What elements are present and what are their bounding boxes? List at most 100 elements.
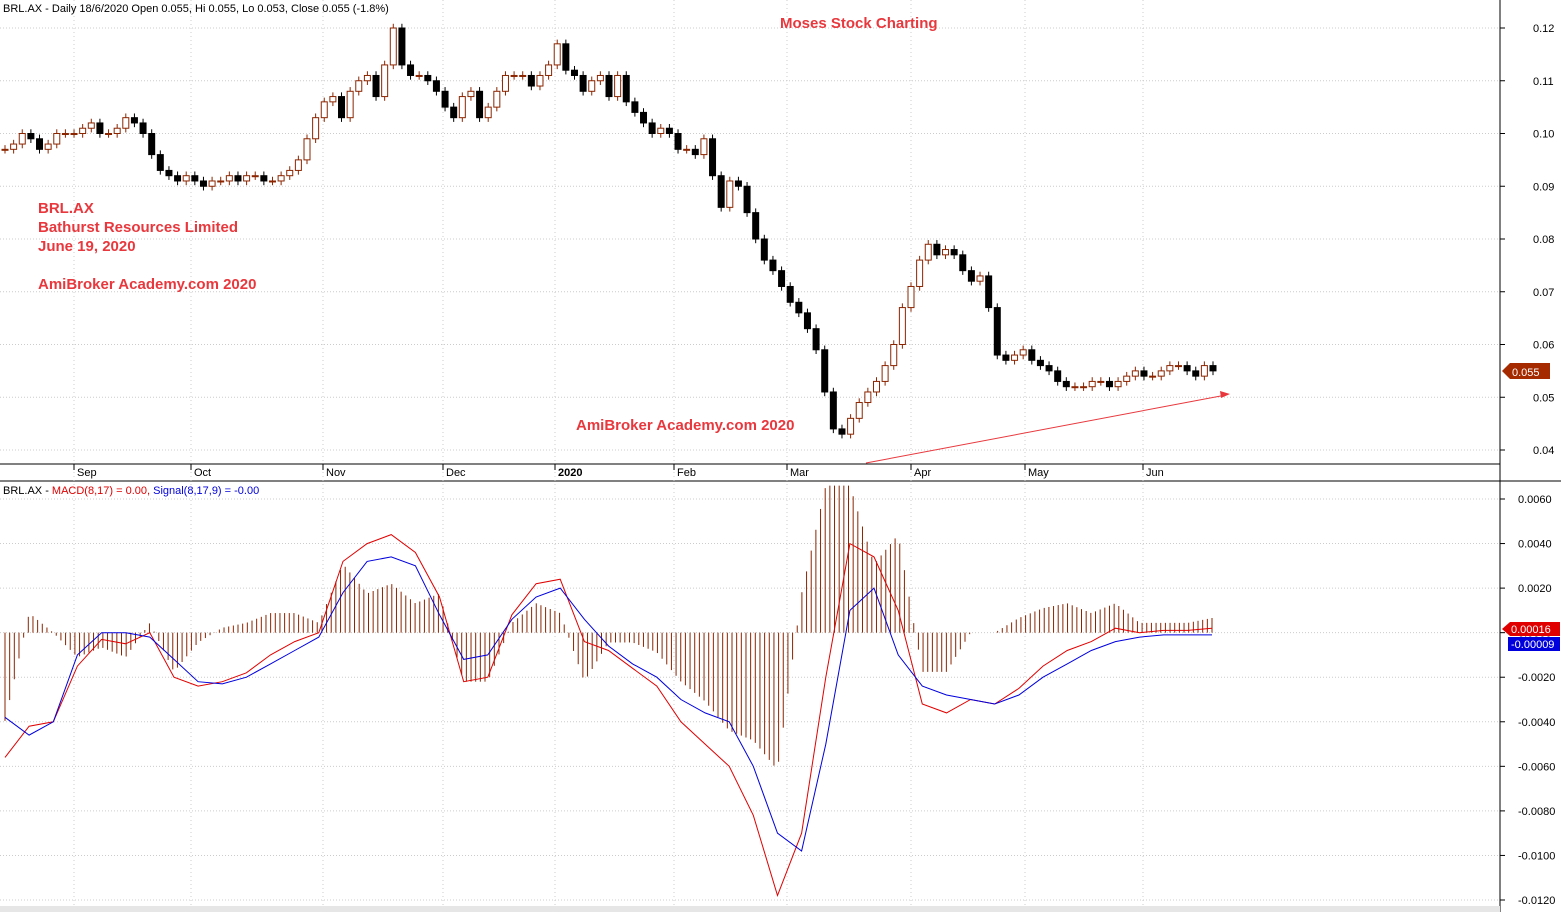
candle — [570, 65, 578, 80]
candle — [294, 155, 302, 175]
candle — [182, 171, 190, 186]
svg-text:0.00016: 0.00016 — [1511, 624, 1551, 636]
candle — [312, 113, 320, 143]
candle — [320, 97, 328, 122]
annotation-symbol: BRL.AX — [38, 200, 94, 217]
candle — [959, 250, 967, 275]
candle — [536, 71, 544, 91]
candle — [795, 298, 803, 318]
candle — [596, 71, 604, 85]
candle — [1174, 361, 1182, 370]
candle — [346, 87, 354, 122]
candle — [156, 150, 164, 175]
price-panel — [0, 0, 1500, 464]
candle — [389, 23, 397, 70]
candle — [752, 208, 760, 244]
candle — [1209, 361, 1217, 376]
candle — [950, 245, 958, 260]
candle — [79, 124, 87, 138]
candle — [251, 171, 259, 180]
candle — [286, 166, 294, 180]
candle — [562, 39, 570, 75]
x-tick-label: Jun — [1146, 467, 1164, 479]
candle — [648, 118, 656, 138]
price-y-tick: 0.12 — [1533, 23, 1554, 35]
price-y-tick: 0.06 — [1533, 340, 1554, 352]
candle — [881, 361, 889, 386]
candle — [1088, 377, 1096, 391]
candle — [993, 303, 1001, 360]
price-header: BRL.AX - Daily 18/6/2020 Open 0.055, Hi … — [3, 3, 389, 15]
annotation-company: Bathurst Resources Limited — [38, 219, 238, 236]
candle — [829, 387, 837, 434]
macd-y-tick: -0.0020 — [1518, 672, 1555, 684]
candle — [967, 266, 975, 286]
macd-y-tick: -0.0120 — [1518, 895, 1555, 907]
candle — [225, 171, 233, 186]
candle — [942, 245, 950, 260]
candle — [631, 97, 639, 117]
candle — [778, 266, 786, 291]
candle — [985, 271, 993, 312]
candle — [70, 129, 78, 138]
candle — [27, 129, 35, 143]
candle — [1028, 345, 1036, 365]
candle — [605, 71, 613, 101]
candle — [398, 23, 406, 70]
candle — [976, 271, 984, 286]
candle — [700, 134, 708, 159]
candle — [493, 87, 501, 112]
signal-badge: -0.00009 — [1508, 637, 1560, 651]
macd-y-tick: 0.0040 — [1518, 539, 1552, 551]
candle — [355, 76, 363, 96]
x-tick-label: Dec — [446, 467, 466, 479]
candle — [44, 139, 52, 154]
bottom-scrollbar[interactable] — [0, 906, 1500, 912]
candle — [1, 145, 9, 154]
candle — [122, 113, 130, 133]
candle — [338, 92, 346, 122]
candle — [890, 340, 898, 370]
price-y-tick: 0.05 — [1533, 392, 1554, 404]
macd-y-tick: -0.0080 — [1518, 806, 1555, 818]
candle — [105, 129, 113, 138]
x-tick-label: 2020 — [558, 467, 582, 479]
candle — [1019, 345, 1027, 360]
macd-y-tick: -0.0040 — [1518, 717, 1555, 729]
candle — [268, 176, 276, 186]
candle — [1097, 377, 1105, 386]
candle — [717, 171, 725, 212]
candle — [372, 71, 380, 101]
last-price-badge: 0.055 — [1502, 363, 1550, 379]
macd-line — [4, 534, 1213, 898]
candle — [553, 39, 561, 70]
candle — [277, 171, 285, 186]
candle — [1140, 366, 1148, 381]
candle — [898, 303, 906, 349]
candle — [588, 76, 596, 96]
macd-header: BRL.AX - MACD(8,17) = 0.00, Signal(8,17,… — [3, 485, 259, 497]
x-tick-label: Apr — [914, 467, 931, 479]
candle — [329, 92, 337, 107]
candle — [855, 398, 863, 423]
candle — [501, 71, 509, 96]
x-tick-label: May — [1028, 467, 1049, 479]
candle — [1036, 356, 1044, 370]
candle — [139, 118, 147, 138]
candle — [916, 255, 924, 291]
candle — [148, 129, 156, 159]
candle — [510, 71, 518, 80]
watermark-top: Moses Stock Charting — [780, 15, 938, 32]
x-tick-label: Nov — [326, 467, 346, 479]
candle — [243, 171, 251, 186]
candle — [381, 60, 389, 101]
candle — [199, 176, 207, 191]
candle — [907, 282, 915, 312]
candle — [113, 124, 121, 138]
candle — [1002, 350, 1010, 365]
candle — [363, 71, 371, 85]
price-y-tick: 0.04 — [1533, 445, 1554, 457]
candle — [36, 134, 44, 154]
candle — [743, 182, 751, 217]
